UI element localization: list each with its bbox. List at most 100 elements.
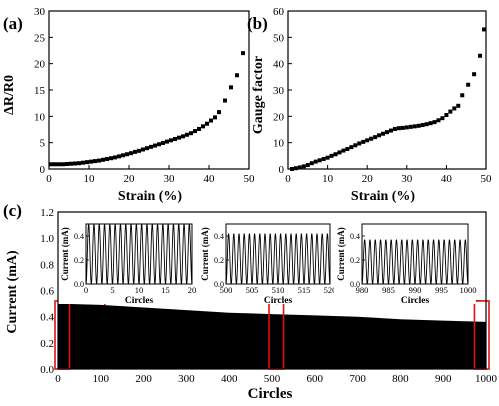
panel-a-point bbox=[165, 139, 169, 144]
panel-a-xtick-label: 20 bbox=[124, 173, 136, 185]
panel-a-point bbox=[241, 51, 245, 56]
panel-c-ytick-label: 0.8 bbox=[40, 259, 54, 271]
inset-xlabel: Circles bbox=[401, 296, 430, 306]
panel-a-xtick-label: 40 bbox=[204, 173, 216, 185]
panel-c-ylabel: Current (mA) bbox=[5, 250, 20, 334]
panel-a-ytick-label: 15 bbox=[34, 85, 46, 97]
panel-a-xlabel: Strain (%) bbox=[118, 189, 183, 204]
inset-ytick-label: 0.2 bbox=[214, 256, 224, 265]
panel-c-xtick-label: 500 bbox=[264, 373, 281, 385]
panel-c-xtick-label: 900 bbox=[435, 373, 452, 385]
panel-b-xtick-label: 0 bbox=[285, 173, 291, 185]
panel-b-point bbox=[478, 53, 483, 58]
panel-b-point bbox=[452, 106, 457, 111]
panel-b-ytick-label: 10 bbox=[273, 138, 285, 150]
panel-c-ytick-label: 0.4 bbox=[40, 312, 54, 324]
panel-b-plot-frame bbox=[287, 10, 487, 170]
inset-xtick-label: 500 bbox=[220, 285, 233, 295]
panel-a-point bbox=[235, 73, 239, 78]
panel-b-point bbox=[432, 120, 437, 125]
inset-ytick-label: 0.0 bbox=[350, 280, 360, 289]
panel-b-point bbox=[369, 136, 374, 141]
inset-background bbox=[58, 220, 200, 304]
panel-b-point bbox=[416, 123, 421, 128]
panel-b: (b) Gauge factor Strain (%) 0 10 20 30 40 500… bbox=[247, 6, 492, 204]
panel-a: (a) ΔR/R0 Strain (%) 0 10 20 30 40 50 0 5 10 15 20… bbox=[2, 6, 255, 204]
panel-c-xtick-label: 100 bbox=[93, 373, 110, 385]
panel-c-xtick-label: 600 bbox=[307, 373, 324, 385]
panel-b-point bbox=[444, 113, 449, 118]
panel-a-ytick-label: 20 bbox=[34, 59, 46, 71]
panel-c-ticks: 0 100 200 300 400 500 600 700 800 900 10000.00.20.… bbox=[40, 207, 497, 385]
panel-a-ylabel: ΔR/R0 bbox=[2, 75, 17, 115]
panel-b-point bbox=[305, 163, 310, 168]
panel-b-point bbox=[345, 146, 350, 151]
panel-b-data-points bbox=[289, 27, 487, 171]
panel-a-point bbox=[133, 149, 137, 154]
inset-background bbox=[334, 220, 476, 304]
inset-xtick-label: 510 bbox=[272, 285, 285, 295]
panel-a-point bbox=[173, 136, 177, 141]
panel-a-point bbox=[85, 160, 89, 165]
panel-a-point bbox=[57, 162, 61, 167]
panel-a-point bbox=[117, 154, 121, 159]
inset-xtick-label: 1000 bbox=[460, 285, 477, 295]
panel-b-xtick-label: 40 bbox=[441, 173, 453, 185]
panel-b-point bbox=[404, 125, 409, 130]
panel-b-point bbox=[317, 158, 322, 163]
inset-ylabel: Current (mA) bbox=[60, 227, 70, 281]
panel-b-point bbox=[301, 164, 306, 169]
panel-a-point bbox=[193, 129, 197, 134]
inset-background bbox=[198, 220, 338, 304]
panel-c-xtick-label: 200 bbox=[135, 373, 152, 385]
panel-a-point bbox=[61, 162, 65, 167]
panel-c-current-band bbox=[58, 303, 486, 369]
panel-c: (c) Current (mA) Circles 0 100 200 300 400 50… bbox=[3, 201, 498, 402]
panel-b-ytick-label: 50 bbox=[273, 32, 285, 44]
panel-b-point bbox=[440, 116, 445, 121]
panel-c-plot-frame bbox=[57, 211, 487, 370]
panel-a-point bbox=[185, 132, 189, 137]
panel-b-xlabel: Strain (%) bbox=[351, 189, 416, 204]
inset-xlabel: Circles bbox=[264, 296, 293, 306]
panel-b-ytick-label: 40 bbox=[273, 59, 285, 71]
panel-b-point bbox=[385, 130, 389, 135]
panel-c-xtick-label: 1000 bbox=[475, 373, 498, 385]
inset-ylabel: Current (mA) bbox=[336, 227, 346, 281]
panel-a-point bbox=[213, 115, 217, 120]
panel-c-ytick-label: 0.2 bbox=[40, 338, 54, 350]
panel-b-point bbox=[412, 124, 417, 129]
inset-2: 500 505 510 515 520 0.0 0.2 0.4 Current (mA) Circ… bbox=[198, 220, 338, 306]
panel-c-label: (c) bbox=[3, 201, 22, 220]
panel-b-point bbox=[388, 128, 393, 133]
panel-a-point bbox=[113, 155, 117, 160]
panel-a-point bbox=[121, 153, 125, 158]
panel-a-point bbox=[145, 146, 149, 151]
panel-a-point bbox=[201, 124, 205, 129]
panel-b-point bbox=[482, 27, 487, 32]
panel-a-point bbox=[73, 161, 77, 166]
inset-xtick-label: 505 bbox=[246, 285, 259, 295]
inset-xtick-label: 985 bbox=[382, 285, 395, 295]
panel-c-xtick-label: 0 bbox=[55, 373, 61, 385]
panel-a-point bbox=[209, 118, 213, 123]
panel-a-ytick-label: 5 bbox=[40, 138, 46, 150]
panel-a-point bbox=[77, 161, 81, 166]
panel-b-point bbox=[357, 141, 362, 146]
panel-a-point bbox=[205, 121, 209, 126]
panel-a-point bbox=[177, 135, 181, 140]
panel-a-point bbox=[161, 140, 165, 145]
panel-a-point bbox=[223, 98, 227, 103]
panel-a-point bbox=[157, 142, 161, 147]
panel-b-point bbox=[408, 124, 413, 129]
panel-c-xtick-label: 800 bbox=[392, 373, 409, 385]
panel-b-point bbox=[329, 153, 334, 158]
panel-a-point bbox=[65, 161, 69, 166]
panel-a-xtick-label: 30 bbox=[164, 173, 176, 185]
panel-b-ytick-label: 30 bbox=[273, 85, 285, 97]
panel-a-point bbox=[149, 144, 153, 149]
panel-a-point bbox=[137, 148, 141, 153]
panel-b-point bbox=[349, 145, 354, 150]
